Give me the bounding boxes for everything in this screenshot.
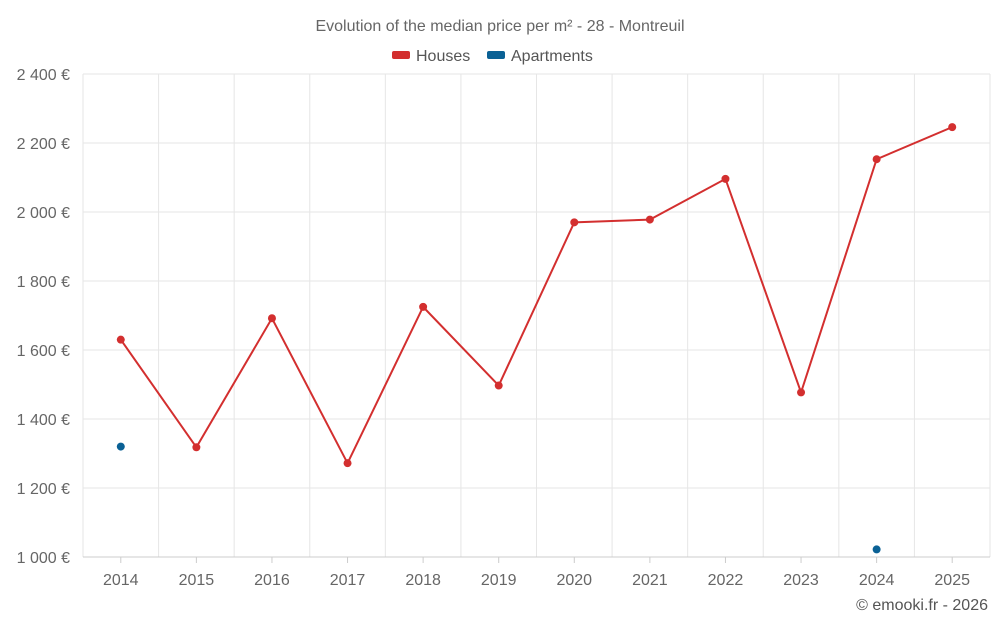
legend-swatch-apartments: [487, 51, 505, 59]
x-tick-label: 2018: [405, 572, 441, 589]
plot-area: [116, 123, 957, 554]
legend-item-apartments[interactable]: Apartments: [487, 48, 593, 65]
data-point-houses[interactable]: [192, 443, 201, 452]
y-tick-label: 2 400 €: [17, 67, 70, 84]
x-tick-label: 2014: [103, 572, 139, 589]
data-point-apartments[interactable]: [872, 545, 881, 554]
data-point-houses[interactable]: [948, 123, 957, 132]
legend-label-houses: Houses: [416, 48, 470, 65]
data-point-houses[interactable]: [494, 381, 503, 390]
legend-swatch-houses: [392, 51, 410, 59]
series-line-houses: [119, 126, 953, 466]
x-tick-label: 2023: [783, 572, 819, 589]
y-axis: 1 000 € 1 200 € 1 400 € 1 600 € 1 800 € 2 000…: [17, 67, 70, 567]
x-tick-label: 2022: [708, 572, 744, 589]
credit: © emooki.fr - 2026: [856, 597, 988, 614]
x-tick-label: 2019: [481, 572, 517, 589]
data-point-houses[interactable]: [645, 215, 654, 224]
legend: Houses Apartments: [392, 48, 593, 65]
data-point-houses[interactable]: [116, 335, 125, 344]
data-point-houses[interactable]: [267, 314, 276, 323]
data-point-houses[interactable]: [721, 174, 730, 183]
x-axis: 2014 2015 2016 2017 2018 2019 2020 2021 2022 2023…: [83, 556, 990, 589]
x-tick-label: 2015: [179, 572, 215, 589]
x-tick-label: 2020: [556, 572, 592, 589]
x-tick-label: 2024: [859, 572, 895, 589]
grid: [82, 73, 991, 557]
data-point-houses[interactable]: [797, 388, 806, 397]
x-tick-label: 2025: [934, 572, 970, 589]
y-tick-label: 1 800 €: [17, 274, 70, 291]
y-tick-label: 2 200 €: [17, 136, 70, 153]
chart-title: Evolution of the median price per m² - 2…: [315, 18, 684, 35]
x-tick-label: 2021: [632, 572, 668, 589]
y-tick-label: 1 400 €: [17, 412, 70, 429]
legend-label-apartments: Apartments: [511, 48, 593, 65]
legend-item-houses[interactable]: Houses: [392, 48, 470, 65]
data-point-houses[interactable]: [570, 218, 579, 227]
y-tick-label: 1 000 €: [17, 550, 70, 567]
y-tick-label: 2 000 €: [17, 205, 70, 222]
data-point-apartments[interactable]: [116, 442, 125, 451]
y-tick-label: 1 200 €: [17, 481, 70, 498]
x-tick-label: 2016: [254, 572, 290, 589]
y-tick-label: 1 600 €: [17, 343, 70, 360]
x-tick-label: 2017: [330, 572, 366, 589]
data-point-houses[interactable]: [872, 155, 881, 164]
data-point-houses[interactable]: [419, 302, 428, 311]
data-point-houses[interactable]: [343, 459, 352, 468]
